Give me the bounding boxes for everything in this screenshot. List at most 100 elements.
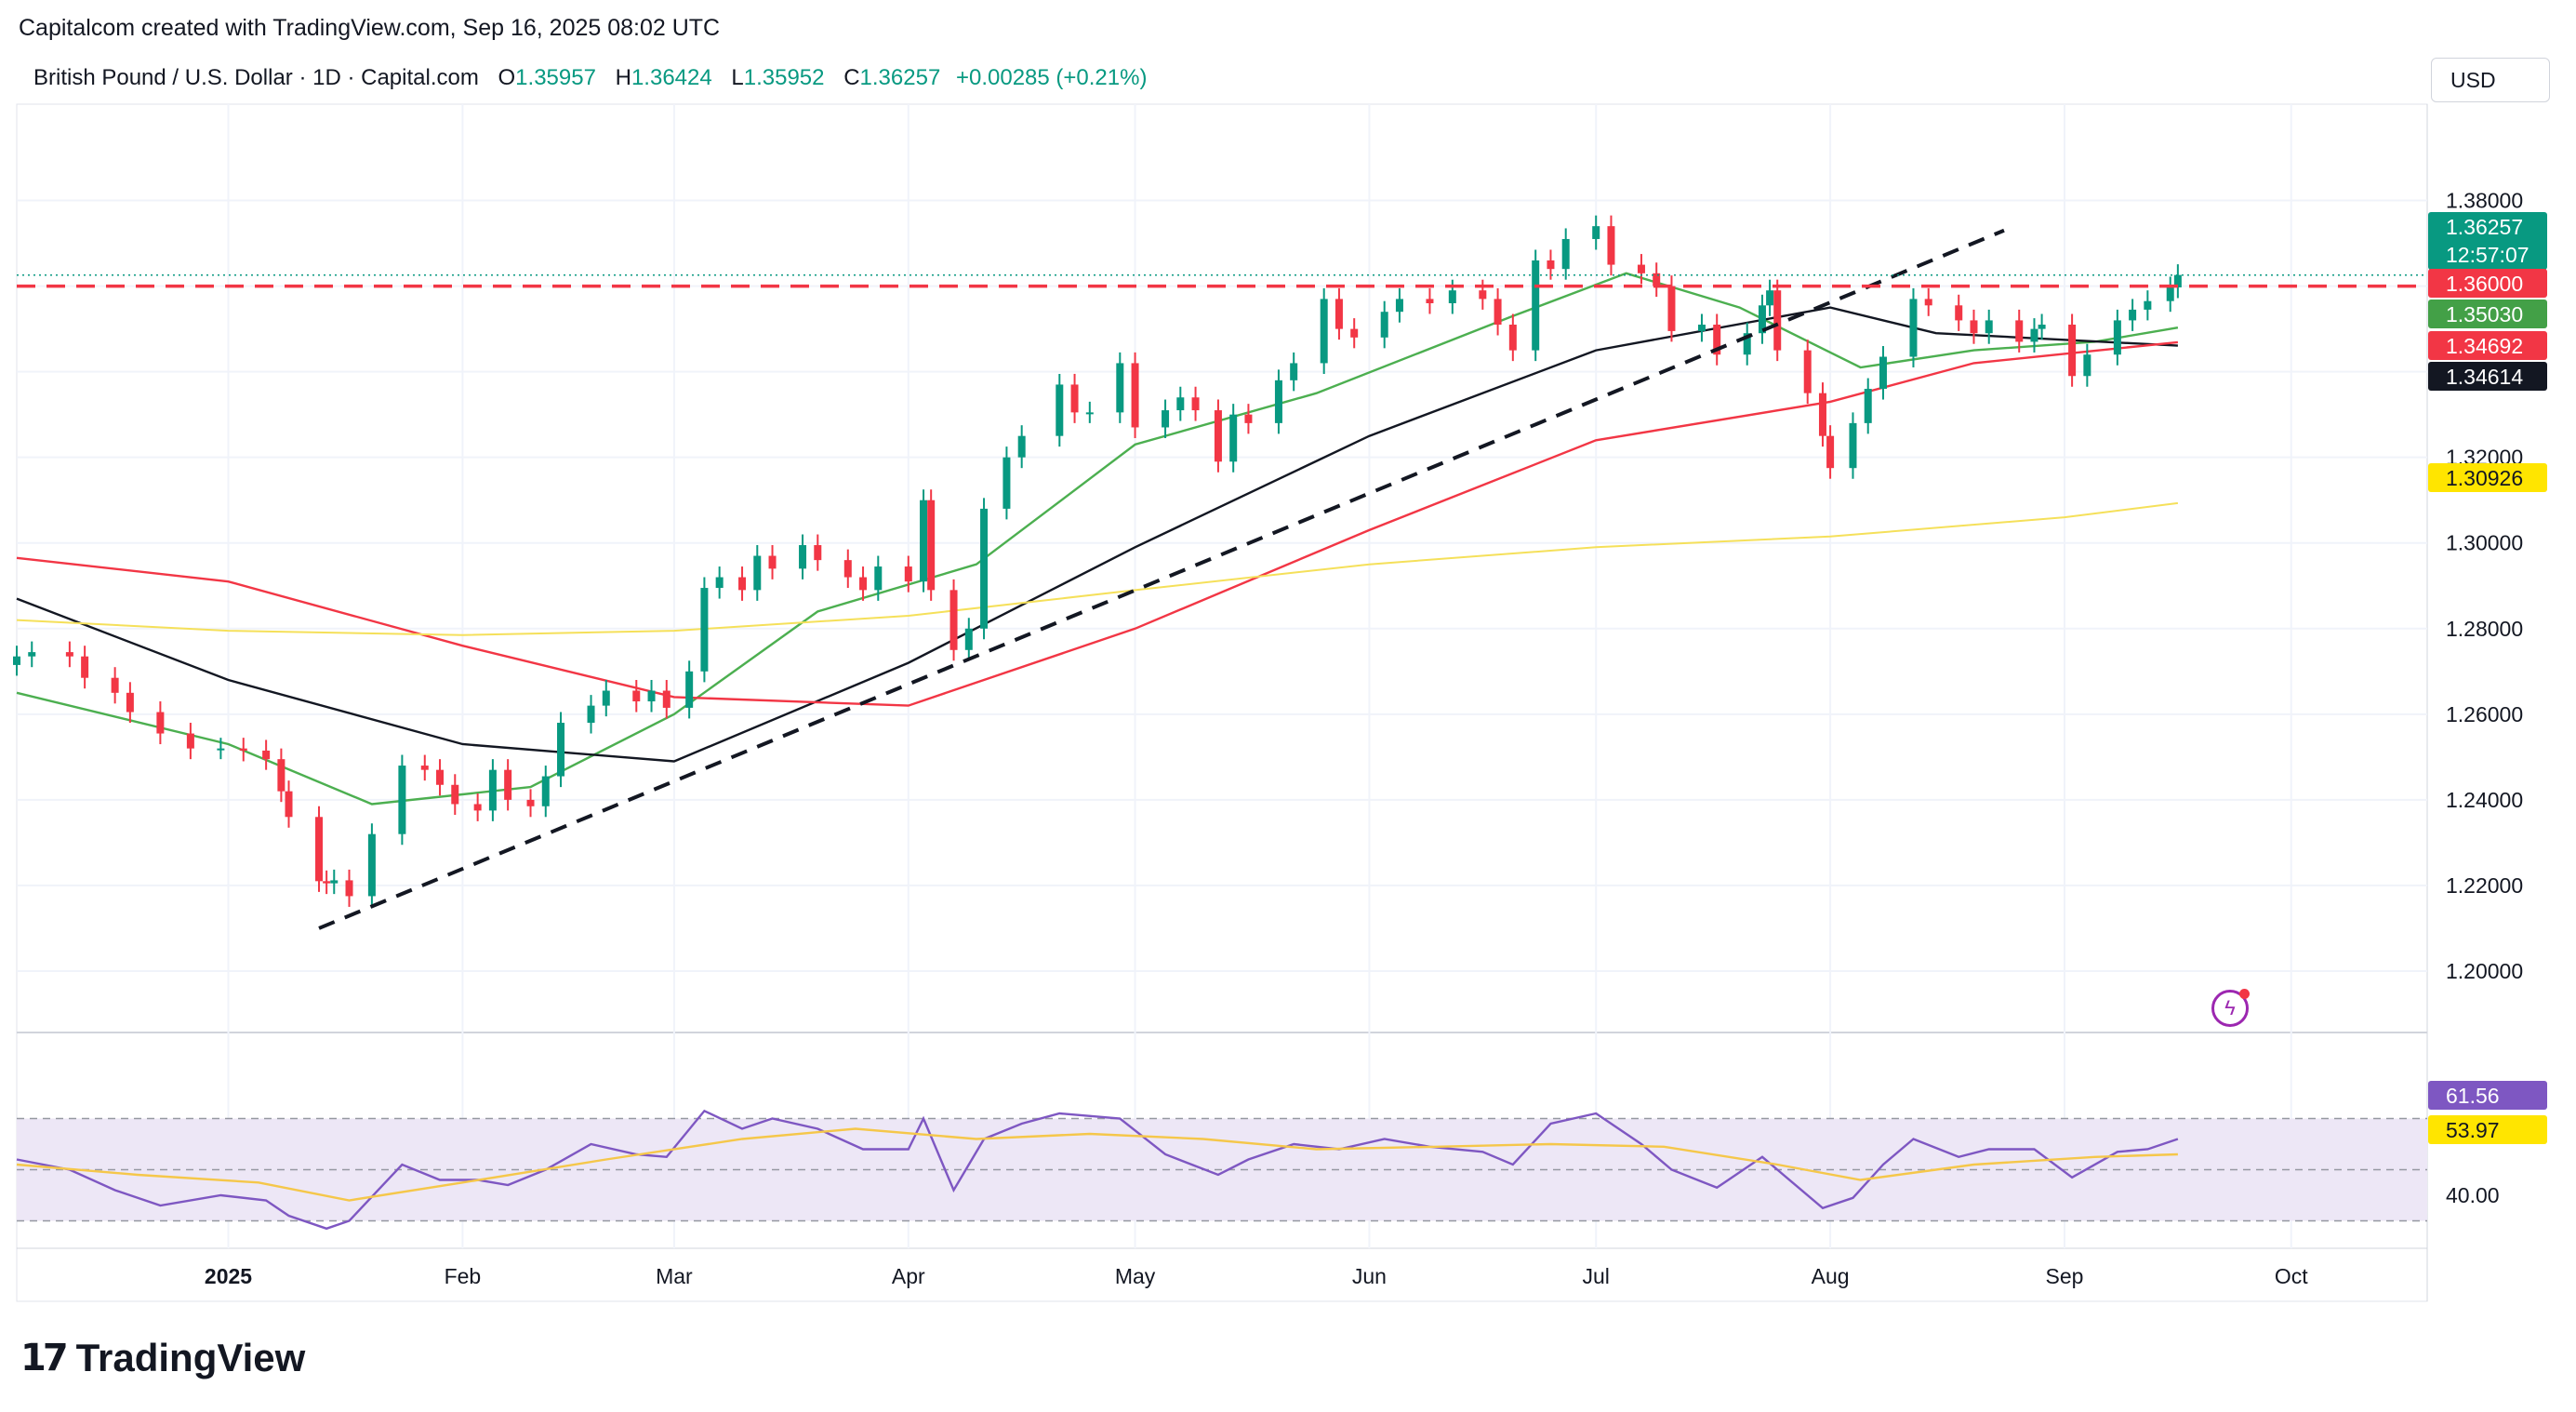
candle-body (647, 690, 656, 702)
candle-body (1667, 286, 1676, 331)
candle-body (1395, 299, 1403, 313)
candle-body (1350, 328, 1359, 338)
price-tick-label: 1.22000 (2446, 873, 2523, 898)
low-value: 1.35952 (743, 65, 825, 90)
time-tick-label: Apr (892, 1264, 925, 1288)
open-label: O (498, 65, 516, 90)
candle-body (1924, 299, 1932, 306)
candle-body (488, 769, 497, 811)
candle-body (473, 804, 482, 811)
brand-name: TradingView (75, 1336, 306, 1379)
time-tick-label: Feb (445, 1264, 482, 1288)
ma-yellow-line (16, 501, 2179, 636)
price-chart[interactable]: 1.380001.360001.340001.320001.300001.280… (0, 0, 2576, 1302)
candle-body (700, 588, 709, 672)
candle-body (662, 690, 671, 708)
price-axis-label-text: 1.36000 (2446, 272, 2523, 296)
candle-body (526, 799, 535, 806)
ma-black-line (16, 306, 2178, 763)
candle-body (1758, 305, 1766, 334)
tradingview-logo-icon: 17 (20, 1337, 69, 1379)
candle-body (28, 652, 36, 657)
time-tick-label: Oct (2275, 1264, 2308, 1288)
candle-body (1290, 363, 1298, 380)
candle-body (685, 671, 694, 708)
candle-body (1547, 260, 1555, 270)
ohlc-legend: British Pound / U.S. Dollar · 1D · Capit… (33, 65, 1147, 91)
countdown-label-text: 12:57:07 (2446, 243, 2530, 267)
candle-body (920, 500, 928, 582)
candle-body (262, 750, 271, 760)
candle-body (2030, 328, 2038, 342)
time-tick-label: May (1115, 1264, 1156, 1288)
candle-body (1274, 380, 1282, 423)
candle-body (111, 677, 119, 693)
candle-body (330, 880, 339, 884)
rsi-line (16, 1109, 2179, 1231)
candle-body (2068, 325, 2077, 377)
price-axis-label-text: 1.34692 (2446, 334, 2523, 358)
candle-body (1592, 226, 1600, 239)
candle-body (1229, 414, 1238, 462)
rsi-tick-label: 40.00 (2446, 1183, 2500, 1207)
candle-body (420, 766, 429, 770)
candle-body (1849, 422, 1857, 469)
candle-body (345, 880, 353, 897)
candle-body (13, 656, 20, 665)
lightning-bolt-icon[interactable]: ϟ (2211, 989, 2250, 1027)
change-value: +0.00285 (+0.21%) (955, 65, 1148, 90)
candle-body (1116, 363, 1124, 413)
candle-body (1176, 397, 1185, 411)
candle-body (2113, 320, 2121, 355)
candle-body (2083, 354, 2091, 377)
candle-body (1826, 435, 1835, 469)
candle-body (1508, 325, 1517, 351)
high-value: 1.36424 (631, 65, 712, 90)
price-tick-label: 1.24000 (2446, 788, 2523, 812)
price-tick-label: 1.30000 (2446, 531, 2523, 555)
rsi-axis-label (2428, 1081, 2547, 1110)
trendline (318, 228, 2005, 930)
currency-button[interactable]: USD (2431, 58, 2550, 102)
candle-body (602, 690, 610, 706)
candle-body (1056, 384, 1064, 436)
candle-body (904, 566, 912, 582)
rsi-axis-label (2428, 1115, 2547, 1144)
price-axis-label-text: 1.34614 (2446, 365, 2523, 389)
candle-body (126, 692, 134, 713)
candle-body (715, 577, 724, 589)
candle-body (1191, 397, 1200, 411)
high-label: H (615, 65, 631, 90)
candle-body (1214, 410, 1222, 462)
candle-body (1070, 384, 1079, 413)
candle-body (1909, 299, 1918, 357)
low-label: L (731, 65, 744, 90)
symbol-title[interactable]: British Pound / U.S. Dollar · 1D · Capit… (33, 65, 479, 90)
candle-body (315, 817, 324, 882)
tradingview-logo[interactable]: 17 TradingView (20, 1336, 305, 1380)
candle-body (753, 555, 762, 591)
candle-body (367, 833, 376, 897)
candle-body (859, 577, 868, 591)
candle-body (186, 733, 194, 749)
candle-body (1162, 410, 1170, 428)
price-axis-label (2428, 269, 2547, 298)
candle-body (1637, 264, 1645, 273)
price-tick-label: 1.20000 (2446, 959, 2523, 983)
candle-body (964, 628, 973, 650)
candle-body (398, 766, 406, 834)
candle-body (557, 723, 565, 777)
price-axis-label-text: 1.35030 (2446, 302, 2523, 326)
candle-body (1818, 393, 1826, 436)
candle-body (2144, 300, 2152, 310)
candle-body (1532, 260, 1540, 351)
candle-body (1479, 290, 1487, 300)
candle-body (65, 652, 73, 657)
price-axis-label-text: 1.30926 (2446, 466, 2523, 490)
candle-body (1653, 273, 1661, 286)
candle-body (814, 545, 822, 561)
candle-body (2166, 286, 2174, 301)
candle-body (81, 656, 89, 678)
candle-body (632, 690, 641, 702)
candle-body (1955, 305, 1963, 321)
